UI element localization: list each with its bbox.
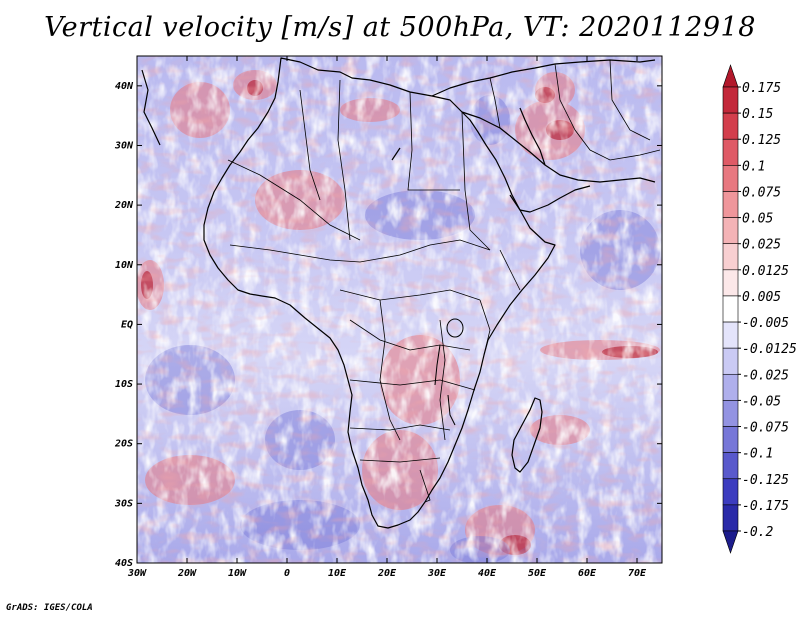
colorbar: 0.175 0.15 0.125 0.1 0.075 0.05 0.025 0.0125 0.0… (722, 64, 797, 554)
y-tick-label: 10N (115, 260, 134, 271)
colorbar-label: 0.005 (742, 290, 781, 305)
colorbar-swatch (722, 64, 739, 88)
lakes (434, 318, 464, 426)
colorbar-swatch (722, 504, 739, 532)
colorbar-swatch (722, 217, 739, 245)
x-tick-label: 30E (427, 568, 447, 579)
y-tick-label: EQ (121, 319, 133, 330)
x-tick-label: 20E (377, 568, 397, 579)
colorbar-label: -0.05 (742, 394, 781, 409)
x-tick-label: 0 (284, 568, 290, 579)
x-tick-label: 70E (628, 568, 647, 579)
colorbar-label: -0.2 (742, 525, 773, 540)
x-tick-label: 50E (528, 568, 547, 579)
colorbar-swatch (722, 269, 739, 297)
colorbar-swatch (722, 400, 739, 427)
colorbar-swatch (722, 112, 739, 140)
y-tick-label: 20N (114, 200, 134, 211)
colorbar-label: 0.025 (742, 238, 781, 253)
velocity-field (137, 56, 662, 563)
colorbar-swatch (722, 243, 739, 271)
colorbar-swatch (722, 165, 739, 192)
x-tick-label: 40E (478, 568, 497, 579)
colorbar-label: -0.1 (742, 447, 773, 462)
y-tick-label: 30N (114, 140, 134, 151)
colorbar-swatch (722, 426, 739, 453)
colorbar-swatch (722, 138, 739, 166)
colorbar-label: -0.025 (742, 368, 789, 383)
colorbar-swatch (722, 86, 739, 114)
y-tick-label: 10S (115, 379, 133, 390)
grads-credit: GrADS: IGES/COLA (6, 603, 93, 613)
axis-ticks: 30W 20W 10W 0 10E 20E 30E 40E 50E 60E 70E 40N 30N 20N… (114, 56, 662, 579)
colorbar-swatch (722, 191, 739, 218)
colorbar-swatch (722, 452, 739, 480)
colorbar-label: 0.1 (742, 159, 765, 174)
colorbar-label: -0.005 (742, 316, 789, 331)
chart-title: Vertical velocity [m/s] at 500hPa, VT: 2… (44, 12, 756, 43)
colorbar-swatch (722, 478, 739, 506)
x-tick-label: 10W (228, 568, 247, 579)
colorbar-label: 0.15 (742, 107, 773, 122)
y-tick-label: 40S (115, 558, 133, 569)
colorbar-label: -0.175 (742, 499, 789, 514)
colorbar-label: -0.125 (742, 473, 789, 488)
colorbar-swatch (722, 530, 739, 554)
colorbar-label: 0.075 (742, 185, 781, 200)
colorbar-swatch (722, 321, 739, 349)
colorbar-swatch (722, 373, 739, 401)
colorbar-label: 0.125 (742, 133, 781, 148)
x-tick-label: 30W (127, 568, 147, 579)
x-tick-label: 10E (328, 568, 347, 579)
y-tick-label: 40N (115, 81, 134, 92)
map-frame (136, 55, 663, 564)
y-tick-label: 30S (114, 498, 133, 509)
colorbar-label: -0.0125 (742, 342, 797, 357)
colorbar-label: -0.075 (742, 421, 789, 436)
x-tick-label: 60E (578, 568, 597, 579)
colorbar-swatch (722, 295, 739, 323)
y-tick-label: 20S (114, 439, 133, 450)
colorbar-label: 0.0125 (742, 264, 789, 279)
x-tick-label: 20W (177, 568, 197, 579)
country-borders (227, 59, 661, 503)
colorbar-label: 0.05 (742, 212, 773, 227)
colorbar-label: 0.175 (742, 81, 781, 96)
colorbar-swatch (722, 347, 739, 375)
coastlines (141, 57, 656, 529)
